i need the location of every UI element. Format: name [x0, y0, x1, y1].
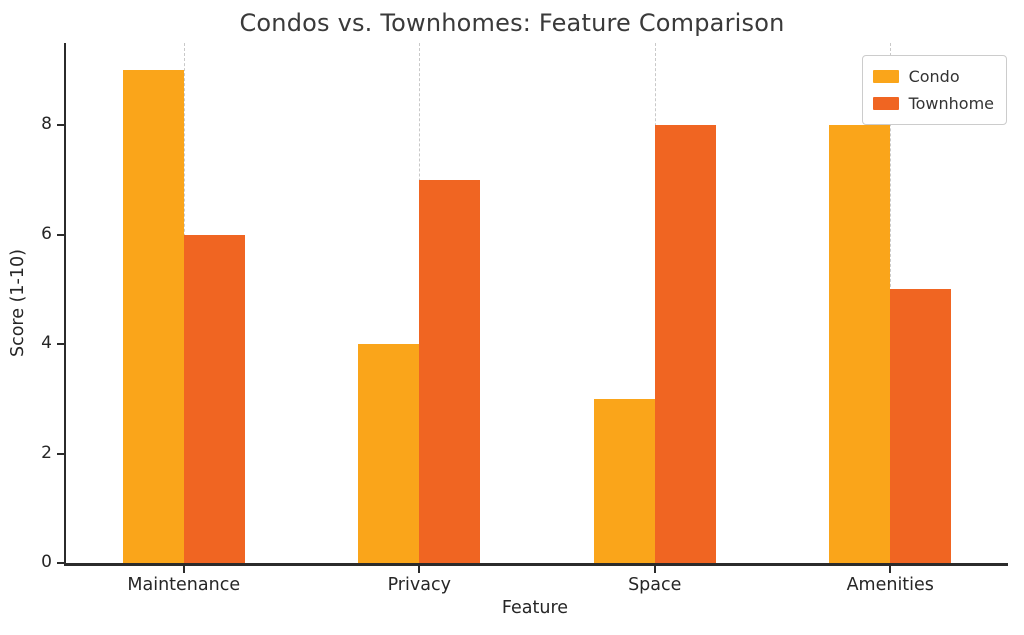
- plot-area: Maintenance Privacy Space Amenities 0 2 4 6 8: [41, 43, 1008, 595]
- x-tick-label: Privacy: [387, 575, 451, 595]
- y-tick-mark: [57, 124, 64, 127]
- bar-townhome: [890, 289, 952, 563]
- legend-label: Condo: [908, 67, 960, 86]
- y-tick-label: 6: [41, 223, 52, 244]
- chart-title: Condos vs. Townhomes: Feature Comparison: [239, 9, 785, 37]
- x-tick-mark: [418, 566, 421, 573]
- bar-condo: [829, 125, 891, 563]
- legend-item: Townhome: [872, 90, 994, 117]
- y-tick-mark: [57, 452, 64, 455]
- bar-townhome: [419, 179, 481, 563]
- x-axis-label: Feature: [501, 598, 569, 618]
- y-tick-label: 4: [41, 333, 52, 354]
- legend: Condo Townhome: [861, 55, 1007, 125]
- y-tick-mark: [57, 562, 64, 564]
- bar-condo: [593, 398, 655, 563]
- x-tick-label: Maintenance: [127, 575, 241, 595]
- y-tick-label: 8: [41, 114, 52, 135]
- x-tick-label: Space: [628, 575, 682, 595]
- y-tick-label: 0: [41, 552, 52, 572]
- y-tick-label: 2: [41, 442, 52, 463]
- y-tick-mark: [57, 233, 64, 236]
- legend-swatch: [872, 97, 899, 110]
- legend-label: Townhome: [908, 94, 994, 113]
- x-tick-mark: [889, 566, 892, 573]
- bar-townhome: [183, 234, 245, 563]
- x-tick-mark: [182, 566, 185, 573]
- x-tick-label: Amenities: [846, 575, 934, 595]
- y-tick-mark: [57, 343, 64, 346]
- bar-townhome: [654, 125, 716, 563]
- legend-swatch: [872, 70, 899, 83]
- bar-condo: [358, 344, 420, 563]
- bar-condo: [122, 70, 184, 563]
- x-tick-mark: [653, 566, 656, 573]
- legend-item: Condo: [872, 63, 994, 90]
